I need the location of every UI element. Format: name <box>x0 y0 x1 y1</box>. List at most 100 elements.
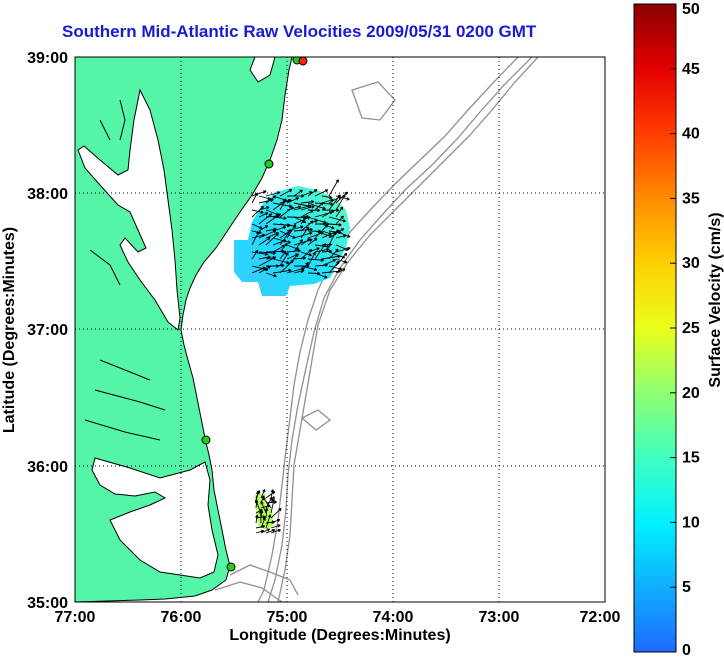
map-title: Southern Mid-Atlantic Raw Velocities 200… <box>62 22 537 41</box>
velocity-vector <box>279 198 287 211</box>
velocity-vector <box>300 251 312 257</box>
velocity-vector <box>279 259 294 274</box>
velocity-vector <box>279 231 290 246</box>
pamlico-sound <box>91 457 219 579</box>
velocity-vector <box>260 528 271 534</box>
radar-site-marker-offline[interactable] <box>298 57 308 66</box>
velocity-vector <box>328 223 342 227</box>
velocity-vector <box>314 202 324 211</box>
velocity-vector <box>321 223 335 230</box>
velocity-vector <box>328 231 337 246</box>
velocity-vector <box>307 208 321 213</box>
y-axis-label: Latitude (Degrees:Minutes) <box>1 227 18 433</box>
velocity-vector <box>258 225 269 232</box>
colorbar-tick-label: 15 <box>682 450 700 467</box>
velocity-vector <box>300 226 310 239</box>
velocity-vector <box>321 195 333 200</box>
velocity-vector <box>260 501 267 514</box>
velocity-vector <box>265 272 277 278</box>
velocity-vector <box>328 228 345 239</box>
grid-lines <box>75 57 605 602</box>
x-tick: 75:00 <box>267 609 308 626</box>
plot-frame <box>74 56 606 603</box>
velocity-vector <box>335 268 346 274</box>
velocity-vector <box>251 190 267 197</box>
colorbar-tick-label: 45 <box>682 61 700 78</box>
velocity-vectors-south <box>254 489 282 534</box>
velocity-vector <box>335 258 348 264</box>
velocity-vector <box>270 499 276 514</box>
velocity-vector <box>286 224 297 239</box>
velocity-vector <box>300 238 311 246</box>
colorbar-label: Surface Velocity (cm/s) <box>707 212 724 387</box>
radar-site-marker[interactable] <box>264 159 274 169</box>
velocity-vector <box>328 194 341 211</box>
velocity-vector <box>335 206 344 218</box>
velocity-vector <box>300 220 314 232</box>
velocity-vector <box>293 239 303 253</box>
velocity-vector <box>270 507 282 519</box>
velocity-vector <box>270 524 281 529</box>
velocity-vector <box>258 212 269 218</box>
velocity-vector <box>321 254 341 260</box>
radar-site-marker[interactable] <box>201 435 211 445</box>
velocity-vector <box>314 224 329 239</box>
velocity-vector <box>251 249 259 260</box>
velocity-vector <box>314 189 329 197</box>
velocity-vector <box>307 189 318 197</box>
bathymetry-contours <box>214 57 539 602</box>
velocity-vector <box>251 223 263 230</box>
velocity-vector <box>300 265 318 272</box>
velocity-vector <box>314 244 330 249</box>
velocity-vector <box>300 210 314 218</box>
velocity-vector <box>270 528 281 534</box>
velocity-vector <box>314 243 327 260</box>
river-inlets <box>84 99 166 441</box>
velocity-vector <box>258 213 273 225</box>
velocity-vector <box>279 250 287 260</box>
velocity-vector <box>300 200 315 204</box>
velocity-vector <box>279 252 289 267</box>
radar-site-marker[interactable] <box>226 562 236 572</box>
velocity-vector <box>335 246 351 253</box>
velocity-vector <box>314 202 334 206</box>
y-axis-ticks: 39:00 38:00 37:00 36:00 35:00 <box>27 50 68 612</box>
velocity-vector <box>251 192 258 204</box>
velocity-vector <box>260 517 266 529</box>
y-tick: 38:00 <box>27 186 68 203</box>
velocity-vector <box>265 195 277 204</box>
velocity-vector <box>265 213 282 225</box>
velocity-vector <box>307 216 327 224</box>
velocity-vector <box>300 261 309 274</box>
velocity-vector <box>328 179 339 197</box>
x-tick: 77:00 <box>55 609 96 626</box>
velocity-vector <box>260 489 266 499</box>
velocity-vector <box>251 205 265 218</box>
velocity-vector <box>251 251 268 256</box>
velocity-vector <box>255 514 259 524</box>
velocity-vector <box>270 489 275 499</box>
velocity-vector <box>300 214 309 225</box>
velocity-vector <box>251 266 266 274</box>
x-axis-label: Longitude (Degrees:Minutes) <box>229 627 450 644</box>
colorbar-tick-label: 40 <box>682 126 700 143</box>
velocity-vector <box>265 514 272 529</box>
velocity-vector <box>307 237 318 246</box>
velocity-vector <box>307 202 326 210</box>
velocity-vector <box>265 232 279 246</box>
velocity-vector <box>279 242 288 253</box>
velocity-vector <box>286 249 301 253</box>
velocity-vector <box>335 234 347 239</box>
velocity-vector <box>321 259 336 267</box>
velocity-vector <box>258 230 277 239</box>
velocity-vector <box>272 237 291 244</box>
velocity-vector <box>335 194 346 211</box>
velocity-vector <box>335 191 348 204</box>
velocity-vector <box>265 528 276 534</box>
velocity-vector <box>272 258 290 265</box>
x-tick: 76:00 <box>161 609 202 626</box>
colorbar-tick-label: 5 <box>682 579 691 596</box>
x-tick: 72:00 <box>580 609 621 626</box>
velocity-vector <box>335 252 348 267</box>
chesapeake-bay <box>77 88 181 331</box>
